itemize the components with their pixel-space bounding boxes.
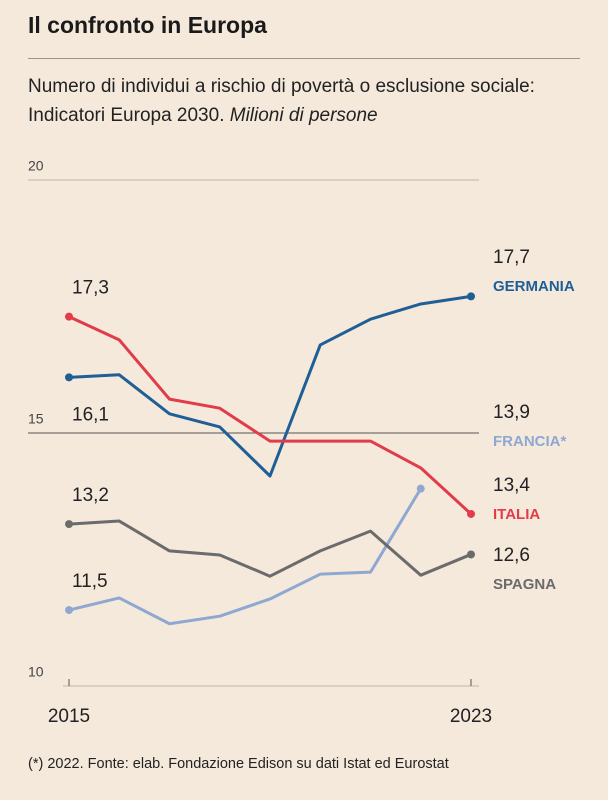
value-label: 13,2 <box>72 485 109 506</box>
legend-label: GERMANIA <box>493 278 575 295</box>
point <box>467 509 475 518</box>
series-line <box>68 315 473 516</box>
point <box>65 373 73 382</box>
x-tick-label: 2023 <box>450 706 492 727</box>
point <box>65 312 73 321</box>
value-label: 13,4 <box>493 475 530 496</box>
legend-label: FRANCIA* <box>493 433 566 450</box>
y-tick-label: 10 <box>28 664 44 680</box>
point <box>65 606 73 615</box>
x-tick-label: 2015 <box>48 706 90 727</box>
series-line <box>68 487 423 626</box>
point <box>467 292 475 301</box>
point <box>416 484 425 493</box>
chart-subtitle: Numero di individui a rischio di povertà… <box>28 72 588 130</box>
value-label: 17,7 <box>493 247 530 268</box>
chart-title: Il confronto in Europa <box>28 12 267 38</box>
value-label: 12,6 <box>493 545 530 566</box>
series-line <box>68 519 472 578</box>
footnote: (*) 2022. Fonte: elab. Fondazione Edison… <box>28 756 449 772</box>
value-label: 13,9 <box>493 402 530 423</box>
point <box>467 550 475 559</box>
y-tick-label: 20 <box>28 158 44 174</box>
value-label: 16,1 <box>72 404 109 425</box>
value-label: 11,5 <box>72 571 108 592</box>
point <box>65 520 73 529</box>
title-rule <box>28 58 580 59</box>
y-tick-label: 15 <box>28 411 44 427</box>
legend-label: SPAGNA <box>493 576 556 593</box>
unit: Milioni di persone <box>229 105 378 126</box>
value-label: 17,3 <box>72 278 109 299</box>
legend-label: ITALIA <box>493 506 540 523</box>
series-line <box>68 294 472 478</box>
subtitle-text: Numero di individui a rischio di povertà… <box>28 76 535 126</box>
